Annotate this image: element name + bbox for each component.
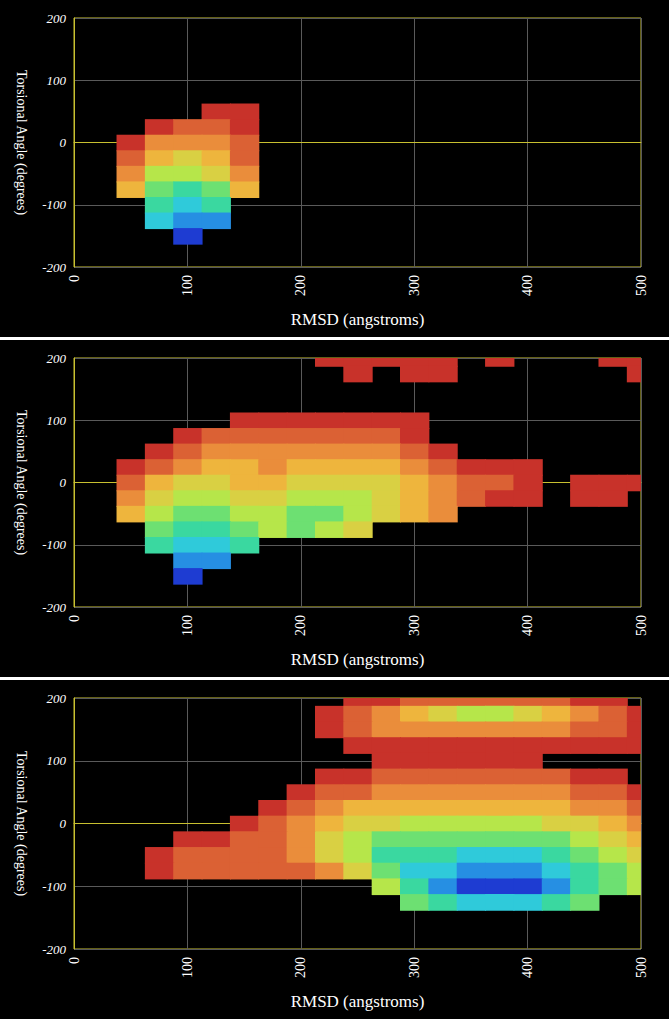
svg-text:400: 400	[520, 957, 535, 978]
svg-text:200: 200	[47, 11, 67, 26]
svg-text:300: 300	[407, 275, 422, 296]
svg-text:500: 500	[634, 957, 649, 978]
svg-text:300: 300	[407, 615, 422, 636]
svg-text:200: 200	[47, 351, 67, 366]
svg-text:RMSD (angstroms): RMSD (angstroms)	[291, 310, 425, 329]
svg-text:100: 100	[180, 615, 195, 636]
svg-text:400: 400	[520, 275, 535, 296]
svg-text:100: 100	[180, 275, 195, 296]
svg-text:Torsional Angle (degrees): Torsional Angle (degrees)	[13, 70, 29, 216]
svg-text:Torsional Angle (degrees): Torsional Angle (degrees)	[13, 410, 29, 556]
svg-text:-200: -200	[42, 942, 66, 957]
svg-text:200: 200	[293, 957, 308, 978]
svg-text:0: 0	[60, 135, 67, 150]
svg-text:0: 0	[60, 816, 67, 831]
svg-text:-100: -100	[42, 879, 66, 894]
svg-text:-200: -200	[42, 600, 66, 615]
svg-text:0: 0	[67, 615, 82, 622]
svg-text:0: 0	[67, 957, 82, 964]
svg-text:-100: -100	[42, 197, 66, 212]
svg-text:RMSD (angstroms): RMSD (angstroms)	[291, 992, 425, 1011]
svg-text:100: 100	[47, 413, 67, 428]
svg-text:100: 100	[47, 73, 67, 88]
svg-text:400: 400	[520, 615, 535, 636]
svg-text:200: 200	[47, 691, 67, 706]
svg-text:200: 200	[293, 615, 308, 636]
svg-text:100: 100	[47, 753, 67, 768]
svg-text:100: 100	[180, 957, 195, 978]
svg-text:-200: -200	[42, 260, 66, 275]
svg-text:Torsional Angle (degrees): Torsional Angle (degrees)	[13, 751, 29, 897]
svg-text:300: 300	[407, 957, 422, 978]
svg-text:500: 500	[634, 615, 649, 636]
svg-text:200: 200	[293, 275, 308, 296]
svg-text:-100: -100	[42, 537, 66, 552]
svg-text:RMSD (angstroms): RMSD (angstroms)	[291, 650, 425, 669]
svg-text:500: 500	[634, 275, 649, 296]
svg-text:0: 0	[60, 475, 67, 490]
svg-text:0: 0	[67, 275, 82, 282]
